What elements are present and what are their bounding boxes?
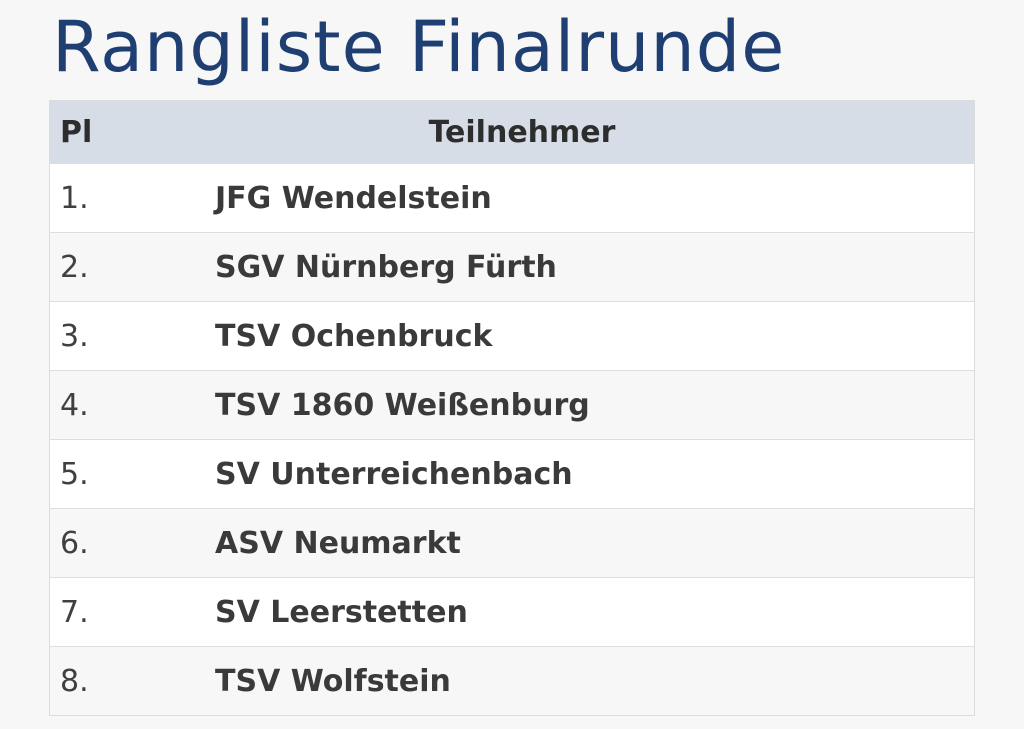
place-cell: 1. <box>50 163 210 233</box>
team-cell: TSV 1860 Weißenburg <box>210 370 974 440</box>
place-cell: 7. <box>50 577 210 647</box>
table-row: 1. JFG Wendelstein <box>50 163 974 233</box>
column-header-team[interactable]: Teilnehmer <box>210 101 974 164</box>
table-row: 5. SV Unterreichenbach <box>50 439 974 509</box>
place-cell: 8. <box>50 646 210 715</box>
column-header-place[interactable]: Pl <box>50 101 210 164</box>
table-row: 7. SV Leerstetten <box>50 577 974 647</box>
table-body: 1. JFG Wendelstein 2. SGV Nürnberg Fürth… <box>50 163 974 715</box>
team-cell: SV Unterreichenbach <box>210 439 974 509</box>
place-cell: 5. <box>50 439 210 509</box>
team-cell: SGV Nürnberg Fürth <box>210 232 974 302</box>
place-cell: 4. <box>50 370 210 440</box>
team-cell: TSV Wolfstein <box>210 646 974 715</box>
team-cell: JFG Wendelstein <box>210 163 974 233</box>
team-cell: TSV Ochenbruck <box>210 301 974 371</box>
table-header: Pl Teilnehmer <box>50 101 974 164</box>
team-cell: SV Leerstetten <box>210 577 974 647</box>
table-row: 8. TSV Wolfstein <box>50 646 974 715</box>
ranking-table-container: Pl Teilnehmer 1. JFG Wendelstein 2. SGV … <box>49 100 975 716</box>
ranking-table: Pl Teilnehmer 1. JFG Wendelstein 2. SGV … <box>50 101 974 715</box>
table-row: 3. TSV Ochenbruck <box>50 301 974 371</box>
table-row: 6. ASV Neumarkt <box>50 508 974 578</box>
page-title: Rangliste Finalrunde <box>52 6 786 88</box>
table-row: 4. TSV 1860 Weißenburg <box>50 370 974 440</box>
table-header-row: Pl Teilnehmer <box>50 101 974 164</box>
place-cell: 3. <box>50 301 210 371</box>
team-cell: ASV Neumarkt <box>210 508 974 578</box>
table-row: 2. SGV Nürnberg Fürth <box>50 232 974 302</box>
place-cell: 6. <box>50 508 210 578</box>
place-cell: 2. <box>50 232 210 302</box>
